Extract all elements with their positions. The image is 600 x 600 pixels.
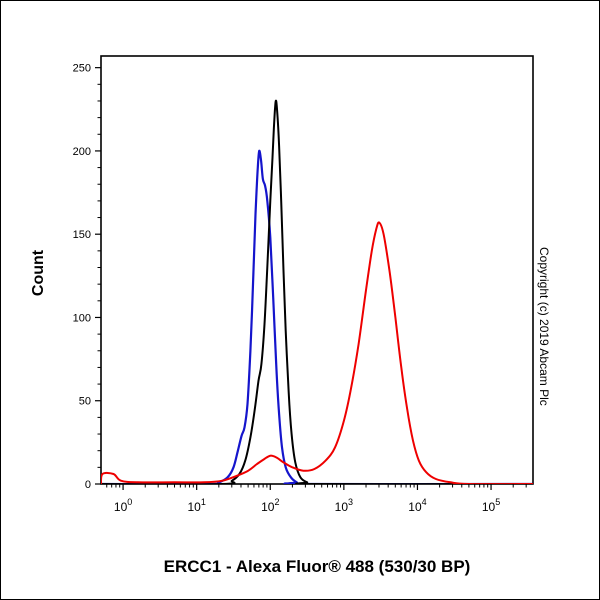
series-red-stained-curve [101,221,533,484]
y-tick-label: 100 [73,312,91,324]
series-black-control-curve [101,99,533,484]
x-tick-label: 103 [335,497,353,514]
x-tick-label: 105 [482,497,500,514]
y-tick-label: 150 [73,229,91,241]
x-tick-label: 100 [114,497,132,514]
y-tick-label: 0 [85,479,91,491]
plot-frame [100,55,534,485]
x-axis-title: ERCC1 - Alexa Fluor® 488 (530/30 BP) [163,557,471,576]
copyright-watermark: Copyright (c) 2019 Abcam Plc [537,247,551,406]
y-tick-label: 250 [73,63,91,75]
y-tick-label: 50 [79,396,91,408]
x-tick-label: 102 [261,497,279,514]
y-tick-label: 200 [73,146,91,158]
x-tick-label: 101 [187,497,205,514]
series-blue-control-curve [101,149,533,484]
x-tick-label: 104 [408,497,426,514]
y-axis-title: Count [30,249,47,297]
